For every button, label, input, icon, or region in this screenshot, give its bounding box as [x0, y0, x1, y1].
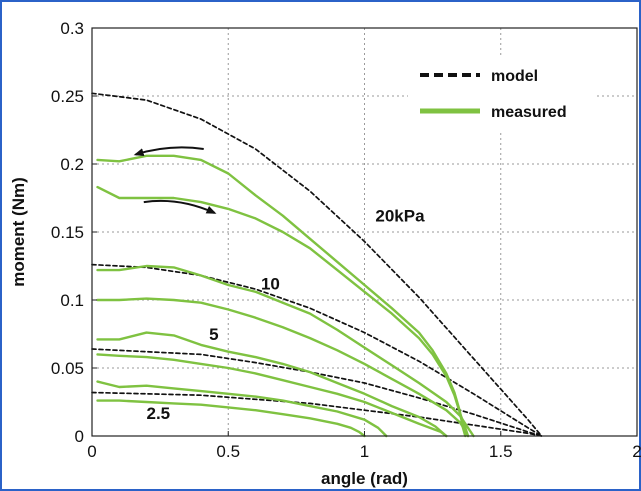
series-layer: [91, 92, 543, 438]
direction-arrow-left: [133, 146, 204, 156]
legend-background: [408, 58, 596, 130]
measured-curve-8: [96, 331, 448, 438]
measured-curve-5: [96, 185, 470, 438]
model-curve-3: [91, 391, 543, 437]
measured-curve-10: [96, 380, 388, 438]
measured-curve-7: [96, 297, 470, 438]
y-tick-label: 0.2: [60, 155, 84, 174]
x-axis: 0 0.5 1 1.5 2: [87, 431, 641, 461]
y-tick-label: 0.15: [51, 223, 84, 242]
measured-curve-9: [96, 353, 448, 438]
y-tick-label: 0: [75, 427, 84, 446]
x-tick-label: 0: [87, 442, 96, 461]
y-tick-label: 0.25: [51, 87, 84, 106]
pressure-label: 2.5: [147, 404, 171, 423]
x-tick-label: 2: [632, 442, 641, 461]
legend: model measured: [408, 58, 596, 130]
pressure-annotations: 20kPa 10 5 2.5: [147, 207, 426, 423]
measured-curve-6: [96, 264, 475, 438]
y-tick-label: 0.1: [60, 291, 84, 310]
x-axis-label: angle (rad): [321, 469, 408, 488]
legend-label-model: model: [491, 68, 538, 85]
y-axis: 0 0.05 0.1 0.15 0.2 0.25 0.3: [51, 19, 97, 446]
model-curve-2: [91, 348, 543, 437]
y-tick-label: 0.05: [51, 359, 84, 378]
x-tick-label: 0.5: [216, 442, 240, 461]
direction-arrow-right: [143, 199, 217, 214]
y-axis-label: moment (Nm): [9, 177, 28, 287]
pressure-label: 20kPa: [375, 207, 425, 226]
x-tick-label: 1.5: [489, 442, 513, 461]
model-curve-0: [91, 92, 543, 437]
model-curve-1: [91, 263, 543, 437]
x-tick-label: 1: [360, 442, 369, 461]
pressure-label: 5: [209, 325, 218, 344]
measured-curve-11: [96, 399, 366, 438]
y-tick-label: 0.3: [60, 19, 84, 38]
direction-arrows: [133, 146, 217, 214]
legend-label-measured: measured: [491, 104, 567, 121]
pressure-label: 10: [261, 275, 280, 294]
